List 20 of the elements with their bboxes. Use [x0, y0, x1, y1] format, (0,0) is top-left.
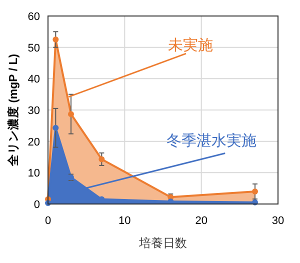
y-tick-label: 30: [28, 105, 40, 117]
x-tick-label: 20: [195, 215, 208, 227]
x-tick-label: 0: [44, 215, 52, 227]
x-axis-title: 培養日数: [138, 236, 187, 250]
point: [98, 156, 105, 162]
point: [68, 111, 74, 118]
y-tick-label: 10: [28, 168, 40, 180]
text: 冬季湛水実施: [166, 132, 256, 150]
y-axis-title: 全リン濃度 (mgP / L): [6, 54, 20, 168]
y-tick-label: 40: [28, 74, 40, 86]
x-tick-label: 10: [118, 215, 131, 227]
y-tick-label: 0: [34, 199, 40, 211]
y-tick-label: 60: [28, 11, 40, 23]
x-tick-label: 30: [272, 215, 284, 227]
point: [52, 36, 59, 42]
y-tick-label: 20: [28, 136, 40, 148]
text: 未実施: [168, 36, 214, 54]
y-tick-label: 50: [28, 42, 40, 54]
point: [252, 188, 258, 194]
point: [52, 124, 59, 131]
